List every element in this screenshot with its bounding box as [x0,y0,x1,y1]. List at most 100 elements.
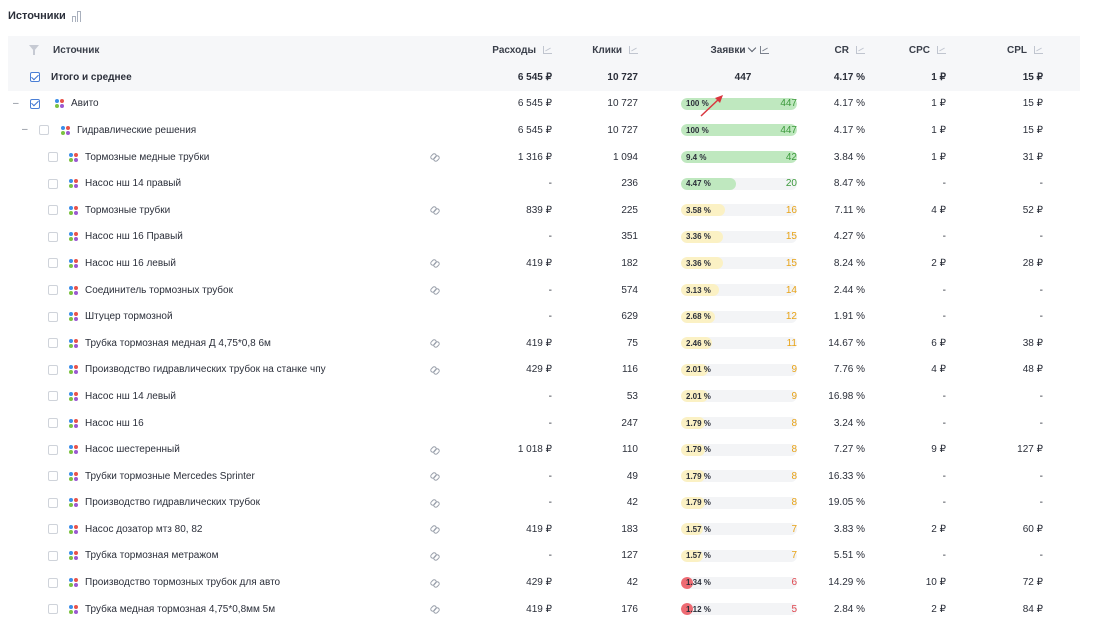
row-checkbox[interactable] [48,285,58,296]
link-icon[interactable] [430,525,438,533]
table-row[interactable]: Тормозные медные трубки 1 316 ₽ 1 094 9.4 … [8,144,1080,171]
table-row[interactable]: Соединитель тормозных трубок - 574 3.13 % … [8,277,1080,304]
row-checkbox[interactable] [48,205,58,216]
column-spend[interactable]: Расходы [448,36,552,64]
link-icon[interactable] [430,446,438,454]
row-checkbox[interactable] [48,524,58,535]
row-source-name[interactable]: Гидравлические решения [77,124,197,136]
row-source-name[interactable]: Насос шестеренный [85,444,180,456]
table-row[interactable]: Насос дозатор мтз 80, 82 419 ₽ 183 1.57 % … [8,516,1080,543]
bar-chart-icon[interactable] [71,10,81,22]
row-checkbox[interactable] [48,444,58,455]
row-source-name[interactable]: Насос нш 14 правый [85,178,182,190]
row-source-name[interactable]: Трубка тормозная медная Д 4,75*0,8 6м [85,337,271,349]
link-icon[interactable] [430,206,438,214]
table-row[interactable]: Насос шестеренный 1 018 ₽ 110 1.79 % 8 7.2… [8,436,1080,463]
chart-icon[interactable] [629,46,638,54]
row-checkbox[interactable] [48,391,58,402]
leads-count: 8 [791,417,797,429]
table-row[interactable]: Насос нш 14 левый - 53 2.01 % 9 16.98 % - - [8,383,1080,410]
row-source-name[interactable]: Насос нш 14 левый [85,390,176,402]
row-checkbox[interactable] [48,231,58,242]
leads-bar: 1.79 % 8 [681,436,797,463]
row-source-name[interactable]: Насос нш 16 левый [85,257,176,269]
row-source-name[interactable]: Штуцер тормозной [85,311,173,323]
filter-icon[interactable] [29,45,39,55]
row-checkbox[interactable] [39,125,49,136]
table-row[interactable]: Штуцер тормозной - 629 2.68 % 12 1.91 % - - [8,303,1080,330]
column-clicks[interactable]: Клики [558,36,638,64]
row-checkbox[interactable] [48,550,58,561]
row-checkbox[interactable] [48,338,58,349]
column-cpc[interactable]: CPC [888,36,946,64]
column-source[interactable]: Источник [53,36,99,64]
collapse-toggle[interactable]: – [13,97,19,109]
table-row[interactable]: Насос нш 16 Правый - 351 3.36 % 15 4.27 % -… [8,224,1080,251]
row-checkbox[interactable] [48,418,58,429]
row-checkbox[interactable] [30,98,40,109]
column-cr[interactable]: CR [788,36,865,64]
table-row[interactable]: Насос нш 14 правый - 236 4.47 % 20 8.47 % -… [8,170,1080,197]
row-source-name[interactable]: Соединитель тормозных трубок [85,284,233,296]
column-leads[interactable]: Заявки [708,36,772,64]
table-row[interactable]: Производство гидравлических трубок - 42 1.… [8,490,1080,517]
row-source-name[interactable]: Авито [71,98,99,110]
link-icon[interactable] [430,499,438,507]
row-checkbox[interactable] [48,497,58,508]
row-checkbox[interactable] [48,152,58,163]
link-icon[interactable] [430,366,438,374]
row-source-name[interactable]: Насос нш 16 Правый [85,231,183,243]
leads-bar: 3.13 % 14 [681,277,797,304]
row-source-name[interactable]: Трубки тормозные Mercedes Sprinter [85,470,255,482]
leads-share: 3.36 % [686,232,711,242]
row-source-name[interactable]: Тормозные медные трубки [85,151,210,163]
row-source-name[interactable]: Насос дозатор мтз 80, 82 [85,523,203,535]
table-row[interactable]: – Авито 6 545 ₽ 10 727 100 % 447 4.17 % 1 ₽ 1… [8,91,1080,118]
collapse-toggle[interactable]: – [22,124,28,136]
total-checkbox[interactable] [30,72,40,83]
row-checkbox[interactable] [48,364,58,375]
row-source-name[interactable]: Трубка тормозная метражом [85,550,219,562]
link-icon[interactable] [430,286,438,294]
table-row[interactable]: Насос нш 16 - 247 1.79 % 8 3.24 % - - [8,410,1080,437]
table-row[interactable]: Трубки тормозные Mercedes Sprinter - 49 1.… [8,463,1080,490]
table-row[interactable]: Трубка медная тормозная 4,75*0,8мм 5м 419… [8,596,1080,622]
row-source-name[interactable]: Производство гидравлических трубок на ст… [85,364,326,376]
row-source-name[interactable]: Насос нш 16 [85,417,144,429]
table-row[interactable]: Производство тормозных трубок для авто 42… [8,569,1080,596]
row-checkbox[interactable] [48,577,58,588]
row-checkbox[interactable] [48,258,58,269]
row-source-name[interactable]: Трубка медная тормозная 4,75*0,8мм 5м [85,603,276,615]
chart-icon[interactable] [856,46,865,54]
table-row[interactable]: Производство гидравлических трубок на ст… [8,357,1080,384]
table-row[interactable]: Трубка тормозная медная Д 4,75*0,8 6м 419… [8,330,1080,357]
table-row[interactable]: Тормозные трубки 839 ₽ 225 3.58 % 16 7.11 … [8,197,1080,224]
table-row[interactable]: Трубка тормозная метражом - 127 1.57 % 7 5… [8,543,1080,570]
row-checkbox[interactable] [48,178,58,189]
chart-icon[interactable] [543,46,552,54]
row-cpc: - [942,390,946,402]
row-checkbox[interactable] [48,471,58,482]
row-source-name[interactable]: Производство тормозных трубок для авто [85,577,281,589]
link-icon[interactable] [430,259,438,267]
chart-icon[interactable] [760,46,770,54]
row-cpl: - [1039,550,1043,562]
link-icon[interactable] [430,579,438,587]
link-icon[interactable] [430,552,438,560]
row-checkbox[interactable] [48,311,58,322]
link-icon[interactable] [430,605,438,613]
link-icon[interactable] [430,339,438,347]
row-checkbox[interactable] [48,604,58,615]
link-icon[interactable] [430,472,438,480]
leads-bar-fill [681,363,708,376]
chart-icon[interactable] [937,46,946,54]
table-row[interactable]: – Гидравлические решения 6 545 ₽ 10 727 100… [8,117,1080,144]
link-icon[interactable] [430,153,438,161]
chevron-down-icon[interactable] [748,43,757,53]
row-source-name[interactable]: Производство гидравлических трубок [85,497,260,509]
row-source-name[interactable]: Тормозные трубки [85,204,171,216]
chart-icon[interactable] [1034,46,1043,54]
column-cpl[interactable]: CPL [988,36,1043,64]
column-clicks-label: Клики [592,44,622,56]
table-row[interactable]: Насос нш 16 левый 419 ₽ 182 3.36 % 15 8.24… [8,250,1080,277]
